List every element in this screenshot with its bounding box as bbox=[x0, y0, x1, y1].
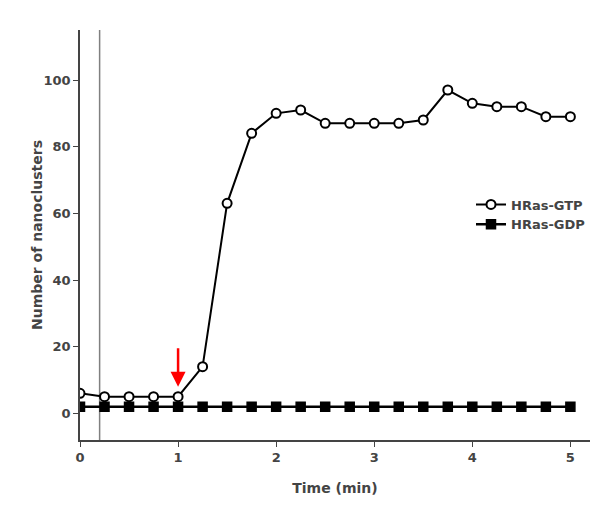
svg-text:2: 2 bbox=[272, 450, 281, 465]
svg-text:40: 40 bbox=[53, 273, 71, 288]
svg-text:0: 0 bbox=[62, 406, 71, 421]
svg-text:1: 1 bbox=[174, 450, 183, 465]
svg-text:3: 3 bbox=[370, 450, 379, 465]
svg-text:0: 0 bbox=[75, 450, 84, 465]
svg-text:20: 20 bbox=[53, 339, 71, 354]
svg-text:60: 60 bbox=[53, 206, 71, 221]
svg-text:HRas-GTP: HRas-GTP bbox=[511, 198, 583, 213]
svg-text:HRas-GDP: HRas-GDP bbox=[511, 217, 585, 232]
svg-text:80: 80 bbox=[53, 139, 71, 154]
svg-text:100: 100 bbox=[44, 73, 71, 88]
svg-text:Time (min): Time (min) bbox=[292, 480, 377, 496]
svg-text:Number of nanoclusters: Number of nanoclusters bbox=[29, 140, 45, 330]
svg-text:4: 4 bbox=[468, 450, 477, 465]
svg-text:5: 5 bbox=[566, 450, 575, 465]
